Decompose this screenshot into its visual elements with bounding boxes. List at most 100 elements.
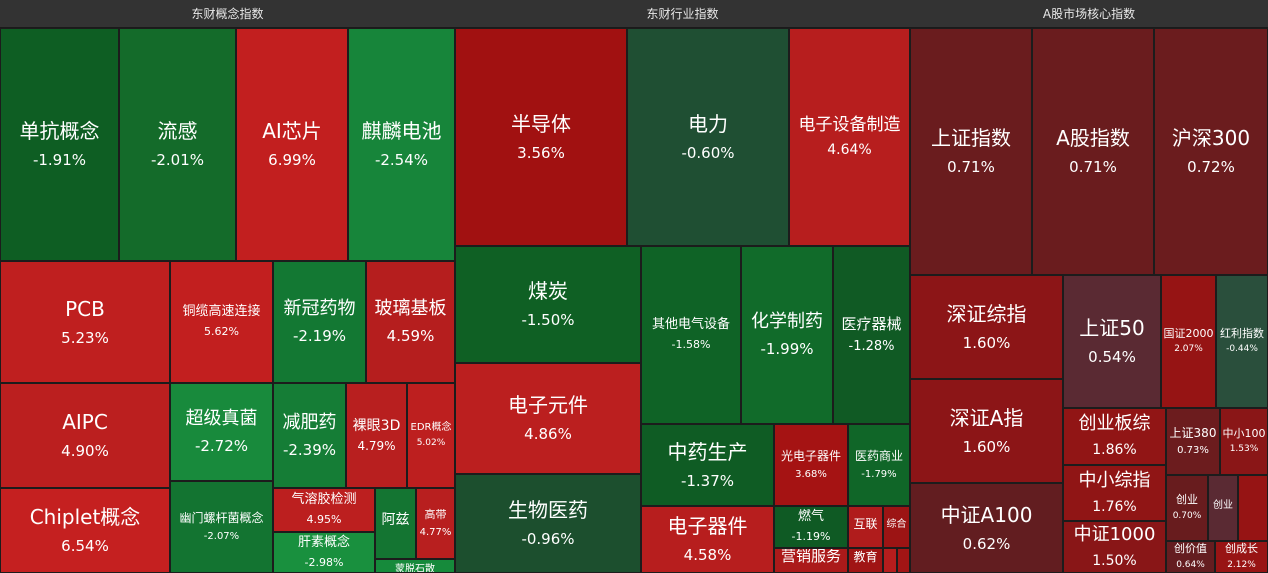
tile-name: 国证2000 [1163, 326, 1214, 340]
tile-change: 0.62% [962, 534, 1011, 553]
treemap-tile[interactable] [883, 548, 897, 573]
treemap-tile[interactable]: 红利指数 -0.44% [1216, 275, 1268, 408]
tile-name: 玻璃基板 [374, 298, 447, 320]
treemap-tile[interactable]: 新冠药物 -2.19% [273, 261, 366, 383]
treemap-tile[interactable]: 蒙脱石散 [375, 559, 455, 573]
treemap-tile[interactable]: AI芯片 6.99% [236, 28, 348, 261]
treemap-tile[interactable]: 化学制药 -1.99% [741, 246, 833, 424]
tile-change: -2.72% [194, 437, 249, 456]
tile-change: 6.99% [268, 151, 316, 170]
tile-name: 半导体 [511, 111, 571, 136]
tile-change: 3.56% [517, 143, 565, 162]
treemap-tile[interactable]: 阿兹 [375, 488, 416, 559]
tile-change: -0.60% [681, 143, 735, 162]
treemap-tile[interactable]: 麒麟电池 -2.54% [348, 28, 455, 261]
treemap: 单抗概念 -1.91% 流感 -2.01% AI芯片 6.99% 麒麟电池 -2.54%… [0, 28, 455, 573]
treemap-tile[interactable]: 玻璃基板 4.59% [366, 261, 455, 383]
treemap-tile[interactable]: 其他电气设备 -1.58% [641, 246, 741, 424]
tile-name: 营销服务 [780, 548, 841, 566]
tile-change: -1.19% [791, 530, 831, 544]
treemap-tile[interactable]: 中证A100 0.62% [910, 483, 1063, 573]
treemap-tile[interactable]: 创业板综 1.86% [1063, 408, 1166, 465]
treemap-tile[interactable]: PCB 5.23% [0, 261, 170, 383]
treemap-tile[interactable]: Chiplet概念 6.54% [0, 488, 170, 573]
treemap-tile[interactable]: 电力 -0.60% [627, 28, 789, 246]
panel-title: A股市场核心指数 [910, 0, 1268, 28]
tile-name: 中证A100 [940, 502, 1033, 527]
tile-name: 幽门螺杆菌概念 [179, 511, 264, 526]
treemap-tile[interactable]: 电子元件 4.86% [455, 363, 641, 474]
treemap-tile[interactable]: 医药商业 -1.79% [848, 424, 910, 506]
tile-name: 创业 [1213, 499, 1233, 511]
treemap-tile[interactable]: 互联 [848, 506, 883, 548]
tile-name: 高带 [424, 508, 447, 522]
tile-name: 中小综指 [1078, 469, 1151, 491]
treemap-tile[interactable]: 创业 [1208, 475, 1238, 541]
tile-name: 气溶胶检测 [291, 492, 357, 508]
tile-change: 4.77% [419, 526, 452, 538]
tile-change: 0.54% [1088, 348, 1136, 367]
treemap-tile[interactable]: 燃气 -1.19% [774, 506, 848, 548]
tile-name: 创价值 [1174, 542, 1207, 556]
treemap-tile[interactable]: 减肥药 -2.39% [273, 383, 346, 488]
tile-change: 5.23% [61, 328, 109, 347]
treemap-tile[interactable]: 营销服务 [774, 548, 848, 573]
treemap-tile[interactable]: 生物医药 -0.96% [455, 474, 641, 573]
treemap-tile[interactable]: 肝素概念 -2.98% [273, 532, 375, 573]
treemap-tile[interactable]: 沪深300 0.72% [1154, 28, 1268, 275]
treemap-tile[interactable]: 国证2000 2.07% [1161, 275, 1216, 408]
treemap-tile[interactable]: 中小100 1.53% [1220, 408, 1268, 475]
tile-change: -1.99% [760, 340, 814, 359]
treemap-tile[interactable]: 医疗器械 -1.28% [833, 246, 910, 424]
tile-name: 流感 [157, 119, 198, 144]
treemap-tile[interactable]: 超级真菌 -2.72% [170, 383, 273, 481]
treemap-tile[interactable]: A股指数 0.71% [1032, 28, 1154, 275]
tile-change: 4.58% [683, 546, 732, 565]
tile-name: 裸眼3D [352, 417, 401, 434]
treemap-tile[interactable]: 中药生产 -1.37% [641, 424, 774, 506]
tile-name: 燃气 [797, 509, 824, 525]
treemap-tile[interactable]: 中小综指 1.76% [1063, 465, 1166, 521]
tile-change: 1.60% [962, 333, 1011, 352]
tile-name: 单抗概念 [19, 119, 100, 144]
treemap-tile[interactable]: 综合 [883, 506, 910, 548]
treemap-tile[interactable]: 上证380 0.73% [1166, 408, 1220, 475]
treemap-tile[interactable]: 半导体 3.56% [455, 28, 627, 246]
treemap-tile[interactable]: 中证1000 1.50% [1063, 521, 1166, 573]
treemap-tile[interactable] [897, 548, 910, 573]
treemap-tile[interactable]: 教育 [848, 548, 883, 573]
treemap-tile[interactable]: 电子器件 4.58% [641, 506, 774, 573]
treemap-tile[interactable] [1238, 475, 1268, 541]
treemap-tile[interactable]: 单抗概念 -1.91% [0, 28, 119, 261]
treemap-tile[interactable]: 裸眼3D 4.79% [346, 383, 407, 488]
treemap-tile[interactable]: 电子设备制造 4.64% [789, 28, 910, 246]
tile-change: -2.98% [304, 555, 344, 569]
treemap-tile[interactable]: 深证综指 1.60% [910, 275, 1063, 379]
treemap-tile[interactable]: 创业 0.70% [1166, 475, 1208, 541]
tile-change: 0.71% [1069, 158, 1117, 177]
tile-name: 深证综指 [946, 301, 1027, 326]
treemap-tile[interactable]: 上证50 0.54% [1063, 275, 1161, 408]
treemap-tile[interactable]: 幽门螺杆菌概念 -2.07% [170, 481, 273, 573]
tile-change: -1.79% [861, 468, 897, 480]
treemap-tile[interactable]: 气溶胶检测 4.95% [273, 488, 375, 532]
tile-name: 阿兹 [381, 512, 410, 529]
treemap-tile[interactable]: 煤炭 -1.50% [455, 246, 641, 363]
treemap-tile[interactable]: 上证指数 0.71% [910, 28, 1032, 275]
treemap-tile[interactable]: EDR概念 5.02% [407, 383, 455, 488]
tile-name: 铜缆高速连接 [182, 304, 261, 320]
tile-change: -0.96% [521, 530, 575, 549]
treemap-tile[interactable]: 光电子器件 3.68% [774, 424, 848, 506]
treemap-tile[interactable]: 创成长 2.12% [1215, 541, 1268, 573]
tile-name: 中小100 [1222, 426, 1266, 440]
treemap-tile[interactable]: AIPC 4.90% [0, 383, 170, 488]
tile-change: 4.86% [524, 425, 572, 444]
treemap-tile[interactable]: 深证A指 1.60% [910, 379, 1063, 483]
treemap-tile[interactable]: 铜缆高速连接 5.62% [170, 261, 273, 383]
treemap-tile[interactable]: 创价值 0.64% [1166, 541, 1215, 573]
treemap-tile[interactable]: 流感 -2.01% [119, 28, 236, 261]
tile-change: 6.54% [61, 537, 109, 556]
tile-change: 0.73% [1177, 445, 1209, 457]
treemap-tile[interactable]: 高带 4.77% [416, 488, 455, 559]
tile-change: -2.07% [203, 530, 240, 542]
